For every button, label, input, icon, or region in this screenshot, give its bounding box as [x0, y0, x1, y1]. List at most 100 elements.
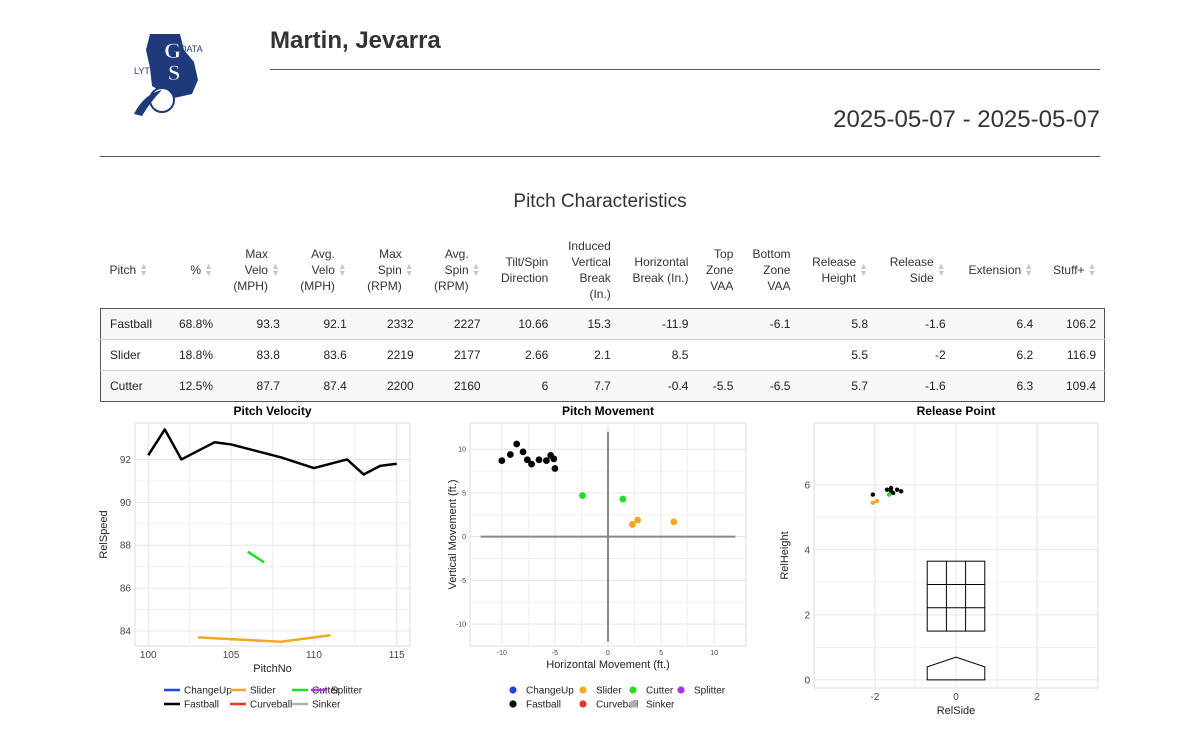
y-tick-label: 4	[804, 545, 810, 556]
y-tick-label: -5	[460, 578, 466, 585]
y-tick-label: 6	[804, 480, 810, 491]
table-header-row: Pitch ▲ ▼% ▲ ▼ Max Velo (MPH) ▲ ▼ Avg. Velo (MPH) ▲ ▼ M…	[100, 232, 1105, 309]
column-header[interactable]: Max Spin (RPM) ▲ ▼	[354, 232, 422, 309]
table-cell: 12.5%	[168, 370, 222, 402]
legend-key	[509, 700, 517, 708]
pitch-velocity-plot: Pitch Velocity 100 105 110 115 84 86 88 90 92 Pitc…	[98, 402, 418, 719]
table-cell	[741, 339, 799, 371]
column-header-label: Direction	[500, 270, 549, 285]
column-header: Induced Vertical Break (In.)	[556, 232, 619, 309]
legend-key	[579, 700, 587, 708]
table-cell: Fastball	[100, 308, 169, 340]
legend-label: Slider	[250, 686, 276, 697]
logo-letter-g: G	[164, 38, 181, 63]
y-axis-label: Vertical Movement (ft.)	[447, 479, 459, 589]
column-header[interactable]: Avg. Velo (MPH) ▲ ▼	[287, 232, 355, 309]
data-point-fastball	[543, 457, 550, 465]
column-header[interactable]: Pitch ▲ ▼	[100, 232, 169, 309]
sort-icon[interactable]: ▲ ▼	[404, 260, 414, 278]
data-point-cutter	[886, 492, 892, 497]
table-cell: 6	[488, 370, 557, 402]
column-header[interactable]: Max Velo (MPH) ▲ ▼	[221, 232, 288, 309]
data-point-fastball	[888, 485, 894, 491]
sort-icon[interactable]: ▲ ▼	[204, 261, 214, 279]
sort-icon[interactable]: ▲ ▼	[936, 260, 946, 278]
y-tick-label: 0	[462, 534, 466, 541]
column-header-label: Spin	[377, 262, 402, 277]
legend-key	[509, 686, 517, 694]
release-point-plot: Release Point -2 0 2 0 2 4 6 RelSide RelHeight	[776, 402, 1106, 719]
sort-icon[interactable]: ▲ ▼	[139, 261, 149, 279]
x-tick-label: -10	[497, 650, 507, 657]
table-row: Slider 18.8% 83.8 83.6 2219 2177 2.66 2.1 8.5 5.5…	[100, 339, 1105, 371]
y-tick-label: 5	[462, 490, 466, 497]
column-header-label: Tilt/Spin	[505, 254, 549, 269]
y-tick-label: -10	[456, 622, 466, 629]
column-header[interactable]: Release Side ▲ ▼	[876, 232, 954, 309]
legend-label: Cutter	[646, 686, 674, 697]
table-cell: 2332	[354, 308, 422, 340]
column-header: Tilt/Spin Direction	[488, 232, 557, 309]
column-header[interactable]: Avg. Spin (RPM) ▲ ▼	[421, 232, 489, 309]
column-header-label: Break	[579, 270, 611, 285]
sort-icon[interactable]: ▲ ▼	[1024, 261, 1034, 279]
x-tick-label: 0	[606, 650, 610, 657]
y-tick-label: 90	[120, 498, 132, 509]
table-cell: 8.5	[618, 339, 697, 371]
pitch-movement-plot: Pitch Movement -10 -5 0 5 10 -10 -5 0 5 10 Horizont…	[440, 402, 760, 719]
data-point-fastball	[870, 492, 876, 497]
table-row: Cutter 12.5% 87.7 87.4 2200 2160 6 7.7 -0.4 -5.5-…	[100, 370, 1105, 402]
data-point-slider	[634, 516, 642, 524]
data-point-slider	[874, 498, 880, 504]
data-point-cutter	[579, 492, 586, 499]
legend-label: Splitter	[331, 686, 363, 697]
legend-label: Sinker	[646, 700, 675, 711]
legend-label: Fastball	[184, 700, 219, 711]
table-cell: -5.5	[696, 370, 742, 402]
column-header-label: VAA	[767, 278, 791, 293]
logo-data-text: DATA	[180, 44, 203, 54]
column-header-label: Velo	[244, 262, 268, 277]
column-header[interactable]: % ▲ ▼	[168, 232, 222, 309]
table-cell: 87.7	[221, 370, 288, 402]
y-axis-label: RelSpeed	[98, 510, 110, 558]
column-header-label: (MPH)	[233, 278, 268, 293]
column-header-label: Avg.	[311, 246, 335, 261]
legend-label: ChangeUp	[526, 686, 574, 697]
table-cell: -0.4	[618, 370, 697, 402]
column-header-label: Extension	[968, 263, 1022, 278]
table-cell: -2	[876, 339, 954, 371]
table-cell: 2177	[421, 339, 489, 371]
sort-icon[interactable]: ▲ ▼	[270, 260, 280, 278]
table-cell	[696, 339, 742, 371]
table-cell: 6.4	[953, 308, 1042, 340]
data-point-fastball	[550, 455, 558, 463]
column-header[interactable]: Stuff+ ▲ ▼	[1041, 232, 1105, 309]
table-cell: 15.3	[556, 308, 619, 340]
sort-icon[interactable]: ▲ ▼	[471, 260, 481, 278]
column-header-label: Max	[245, 246, 268, 261]
x-tick-label: 115	[389, 650, 405, 661]
data-point-cutter	[619, 495, 627, 503]
table-cell: 93.3	[221, 308, 288, 340]
sort-icon[interactable]: ▲ ▼	[859, 260, 869, 278]
data-point-fastball	[519, 448, 527, 456]
data-point-slider	[670, 518, 678, 526]
player-name: Martin, Jevarra	[270, 27, 441, 54]
column-header[interactable]: Release Height ▲ ▼	[798, 232, 877, 309]
table-cell: 87.4	[287, 370, 355, 402]
y-tick-label: 2	[804, 610, 810, 621]
column-header-label: Break (In.)	[632, 270, 689, 285]
data-point-fastball	[506, 451, 514, 458]
sort-icon[interactable]: ▲ ▼	[1087, 261, 1097, 279]
data-point-fastball	[528, 460, 535, 468]
table-cell: 2160	[421, 370, 489, 402]
table-cell: Cutter	[100, 370, 169, 402]
column-header-label: Pitch	[109, 263, 137, 278]
strike-zone	[926, 560, 986, 632]
column-header[interactable]: Extension ▲ ▼	[953, 232, 1042, 309]
column-header-label: Height	[821, 270, 857, 285]
legend-key	[677, 686, 685, 694]
legend-label: Sinker	[312, 700, 341, 711]
sort-icon[interactable]: ▲ ▼	[337, 260, 347, 278]
